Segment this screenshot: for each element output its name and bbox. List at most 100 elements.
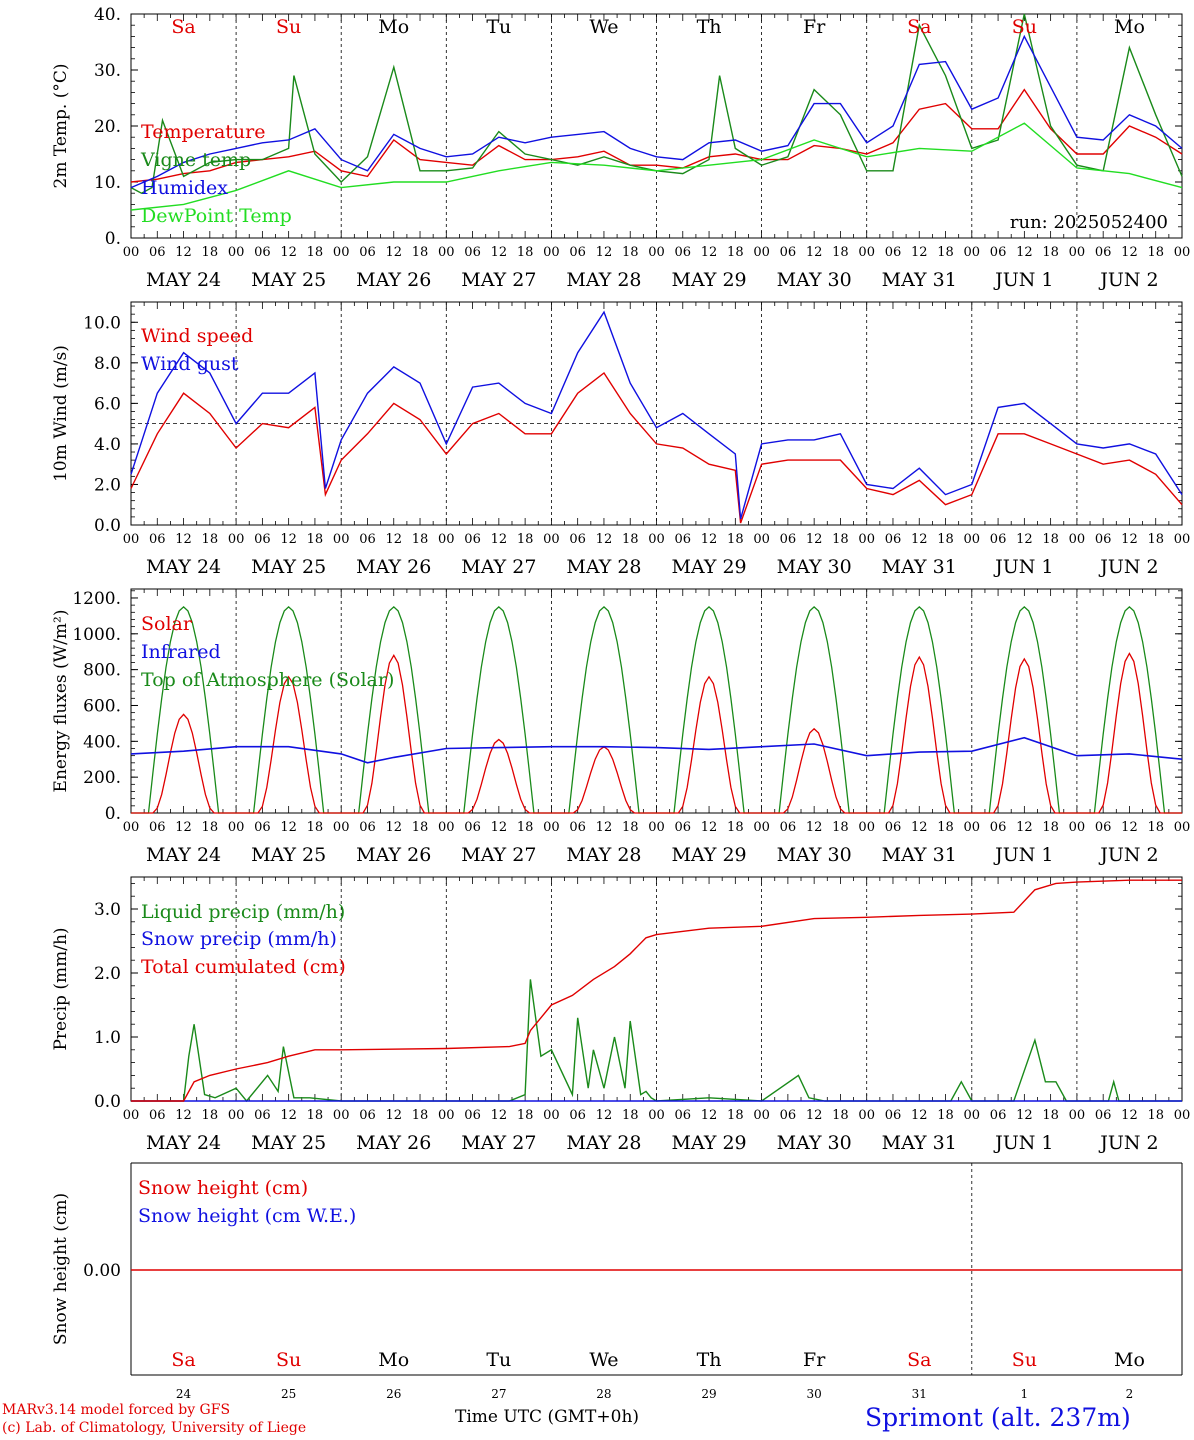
hour-label: 18 xyxy=(937,245,954,260)
legend-entry: Wind speed xyxy=(141,325,253,347)
hour-label: 18 xyxy=(937,1108,954,1123)
hour-label: 00 xyxy=(1174,245,1191,260)
date-label: MAY 31 xyxy=(882,269,957,291)
hour-label: 00 xyxy=(438,532,455,547)
weekday-label-bottom: Fr xyxy=(803,1349,826,1371)
hour-label: 18 xyxy=(307,1108,324,1123)
hour-label: 06 xyxy=(780,245,797,260)
hour-label: 12 xyxy=(175,245,192,260)
panel-5: 0.00 Snow height (cm) Snow height (cm) Snow… xyxy=(51,1162,1183,1376)
hour-label: 06 xyxy=(359,820,376,835)
date-label: MAY 24 xyxy=(146,269,221,291)
hour-label: 00 xyxy=(858,532,875,547)
hour-label: 06 xyxy=(359,532,376,547)
date-label: MAY 28 xyxy=(566,844,641,866)
date-label: MAY 30 xyxy=(777,1132,852,1154)
date-label: MAY 24 xyxy=(146,556,221,578)
day-number: 27 xyxy=(491,1387,506,1401)
weekday-label-bottom: Su xyxy=(1012,1349,1037,1371)
hour-label: 06 xyxy=(254,245,271,260)
hour-label: 00 xyxy=(438,820,455,835)
hour-label: 12 xyxy=(1016,820,1033,835)
hour-label: 06 xyxy=(1095,532,1112,547)
hour-label: 12 xyxy=(806,532,823,547)
hour-label: 18 xyxy=(1042,245,1059,260)
day-number: 29 xyxy=(701,1387,716,1401)
series-line-3 xyxy=(131,879,1182,1102)
hour-label: 00 xyxy=(1069,820,1086,835)
hour-label: 06 xyxy=(464,245,481,260)
y-tick-label: 1.0 xyxy=(94,1028,121,1048)
weekday-label-top: Mo xyxy=(378,16,409,38)
hour-label: 00 xyxy=(858,820,875,835)
legend-entry: Total cumulated (cm) xyxy=(141,956,346,978)
y-tick-label: 200. xyxy=(83,768,121,788)
hour-label: 00 xyxy=(1069,245,1086,260)
legend-entry: Snow height (cm) xyxy=(138,1177,308,1199)
series-line-2 xyxy=(130,310,1183,520)
weekday-label-bottom: Sa xyxy=(171,1349,195,1371)
hour-label: 12 xyxy=(385,820,402,835)
date-label: MAY 27 xyxy=(461,556,536,578)
weekday-label-top: We xyxy=(589,16,618,38)
hour-label: 06 xyxy=(1095,820,1112,835)
hour-label: 18 xyxy=(202,820,219,835)
hour-label: 00 xyxy=(543,245,560,260)
hour-label: 06 xyxy=(149,532,166,547)
hour-label: 00 xyxy=(228,532,245,547)
hour-label: 12 xyxy=(175,1108,192,1123)
hour-label: 18 xyxy=(1147,1108,1164,1123)
hour-label: 12 xyxy=(596,532,613,547)
hour-label: 00 xyxy=(648,245,665,260)
hour-label: 12 xyxy=(701,532,718,547)
hour-label: 00 xyxy=(1069,532,1086,547)
hour-label: 00 xyxy=(964,820,981,835)
series-line-1 xyxy=(130,371,1183,524)
hour-label: 06 xyxy=(254,820,271,835)
weekday-label-top: Su xyxy=(1012,16,1037,38)
legend-entry: Wind gust xyxy=(141,353,239,375)
hour-label: 06 xyxy=(1095,245,1112,260)
hour-label: 12 xyxy=(701,820,718,835)
hour-label: 06 xyxy=(780,820,797,835)
series-line-4 xyxy=(130,122,1183,211)
hour-label: 12 xyxy=(1121,532,1138,547)
y-axis-label: Snow height (cm) xyxy=(51,1193,71,1345)
hour-label: 00 xyxy=(543,1108,560,1123)
hour-label: 18 xyxy=(202,532,219,547)
y-tick-label: 1200. xyxy=(72,589,121,609)
hour-label: 12 xyxy=(596,1108,613,1123)
date-label: MAY 24 xyxy=(146,844,221,866)
model-credit-line2: (c) Lab. of Climatology, University of L… xyxy=(2,1420,307,1436)
date-label: MAY 25 xyxy=(251,844,326,866)
hour-label: 06 xyxy=(359,245,376,260)
hour-label: 12 xyxy=(1016,245,1033,260)
series-line-2 xyxy=(130,13,1183,194)
station-name: Sprimont (alt. 237m) xyxy=(865,1403,1131,1432)
hour-label: 18 xyxy=(937,820,954,835)
hour-label: 06 xyxy=(885,532,902,547)
hour-label: 18 xyxy=(202,1108,219,1123)
hour-label: 18 xyxy=(832,532,849,547)
run-label: run: 2025052400 xyxy=(1010,212,1168,233)
hour-label: 06 xyxy=(569,532,586,547)
day-number: 28 xyxy=(596,1387,611,1401)
hour-label: 12 xyxy=(806,245,823,260)
hour-label: 18 xyxy=(622,245,639,260)
hour-label: 18 xyxy=(517,1108,534,1123)
weekday-label-top: Fr xyxy=(803,16,826,38)
y-tick-label: 2.0 xyxy=(94,964,121,984)
hour-label: 18 xyxy=(622,820,639,835)
series-line-3 xyxy=(130,34,1183,189)
date-label: MAY 31 xyxy=(882,556,957,578)
date-label: MAY 28 xyxy=(566,269,641,291)
date-label: JUN 1 xyxy=(993,269,1053,291)
weekday-label-bottom: Tu xyxy=(486,1349,511,1371)
hour-label: 00 xyxy=(228,820,245,835)
hour-label: 00 xyxy=(333,532,350,547)
date-label: MAY 26 xyxy=(356,269,431,291)
hour-label: 00 xyxy=(1174,820,1191,835)
weekday-label-bottom: Sa xyxy=(907,1349,931,1371)
hour-label: 00 xyxy=(123,820,140,835)
